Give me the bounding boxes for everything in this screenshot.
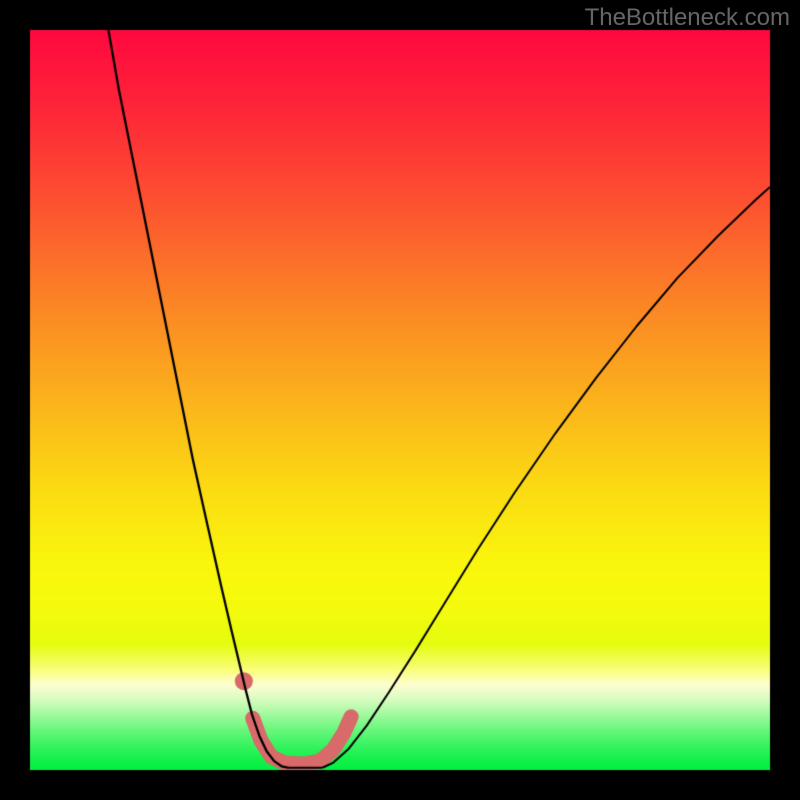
chart-stage: TheBottleneck.com: [0, 0, 800, 800]
watermark-label: TheBottleneck.com: [585, 4, 790, 32]
bottleneck-chart-canvas: [0, 0, 800, 800]
